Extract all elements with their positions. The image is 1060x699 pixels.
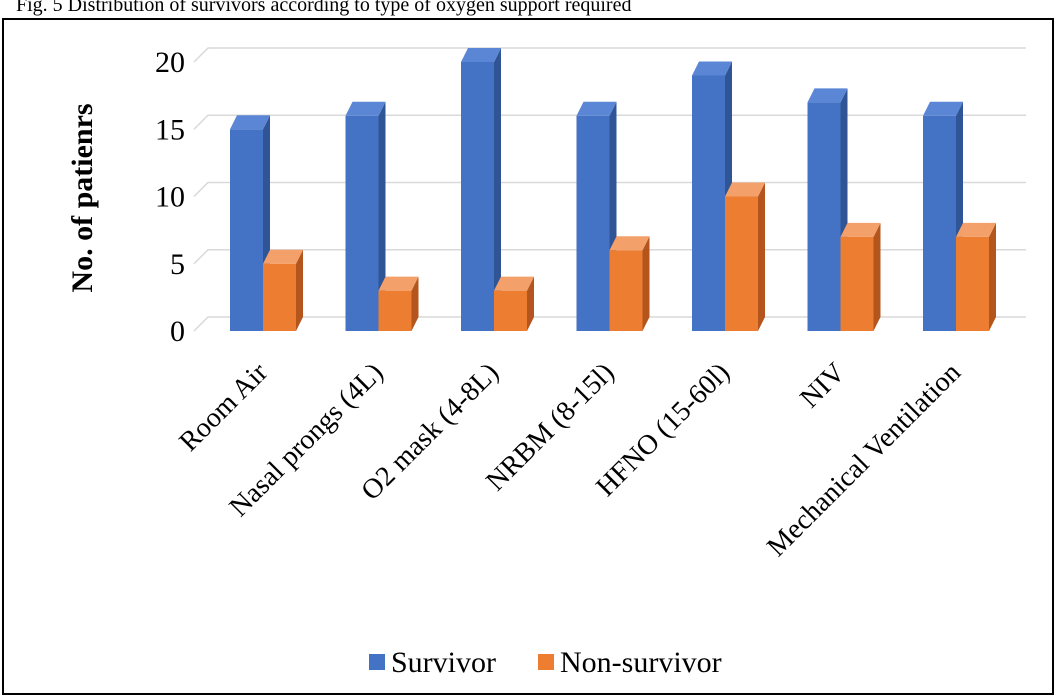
bar-non-survivor-nrbm-8-15l bbox=[609, 236, 650, 331]
bar-non-survivor-nasal-prongs-4l bbox=[378, 276, 419, 331]
y-tick-label: 0 bbox=[170, 315, 185, 348]
bar-front bbox=[461, 62, 494, 331]
y-tick-label: 10 bbox=[155, 181, 185, 214]
bar-non-survivor-mechanical-ventilation bbox=[956, 222, 996, 331]
bar-top bbox=[345, 101, 386, 116]
bar-side bbox=[411, 276, 419, 331]
x-tick-label: Room Air bbox=[173, 357, 274, 458]
y-tick-label: 20 bbox=[155, 46, 185, 79]
bar-side bbox=[758, 182, 765, 331]
bars bbox=[230, 48, 996, 331]
gridline bbox=[193, 114, 1026, 130]
bar-top bbox=[263, 249, 303, 264]
y-tick-label: 15 bbox=[155, 113, 185, 146]
bar-side bbox=[494, 48, 501, 331]
bar-non-survivor-o2-mask-4-8l bbox=[494, 276, 534, 331]
bar-survivor-o2-mask-4-8l bbox=[461, 48, 501, 331]
legend-swatch-non-survivor bbox=[538, 654, 554, 670]
bar-front bbox=[576, 115, 610, 331]
bar-top bbox=[692, 61, 732, 76]
bar-survivor-niv bbox=[807, 88, 848, 331]
y-axis-label: No. of patienrs bbox=[66, 103, 99, 292]
bar-top bbox=[230, 115, 270, 130]
bar-top bbox=[609, 236, 650, 251]
bar-top bbox=[807, 88, 848, 103]
bar-top bbox=[923, 101, 963, 116]
bar-survivor-nasal-prongs-4l bbox=[345, 101, 386, 331]
bar-front bbox=[345, 115, 379, 331]
bar-front bbox=[840, 236, 874, 331]
bar-front bbox=[230, 129, 263, 331]
bar-side bbox=[989, 222, 996, 331]
bar-front bbox=[956, 236, 989, 331]
y-tick-label: 5 bbox=[170, 248, 185, 281]
bar-front bbox=[725, 196, 758, 331]
chart-frame bbox=[2, 18, 1054, 695]
bar-side bbox=[296, 249, 303, 331]
legend-label-survivor: Survivor bbox=[391, 646, 496, 679]
bar-top bbox=[576, 101, 617, 116]
legend-swatch-survivor bbox=[369, 654, 385, 670]
bar-front bbox=[494, 290, 527, 331]
bar-non-survivor-room-air bbox=[263, 249, 303, 331]
x-tick-label: Mechanical Ventilation bbox=[761, 357, 967, 563]
bar-top bbox=[956, 222, 996, 237]
bar-front bbox=[263, 263, 296, 331]
bar-non-survivor-hfno-15-60l bbox=[725, 182, 765, 331]
bar-front bbox=[923, 115, 956, 331]
legend-label-non-survivor: Non-survivor bbox=[560, 646, 722, 679]
x-tick-label: NIV bbox=[794, 357, 851, 414]
bar-side bbox=[378, 101, 386, 331]
bar-front bbox=[692, 75, 725, 331]
bar-top bbox=[461, 48, 501, 62]
bar-non-survivor-niv bbox=[840, 222, 881, 331]
bar-front bbox=[378, 290, 412, 331]
bar-survivor-mechanical-ventilation bbox=[923, 101, 963, 331]
bar-top bbox=[378, 276, 419, 291]
bar-side bbox=[873, 222, 881, 331]
bar-front bbox=[609, 250, 643, 331]
bar-top bbox=[840, 222, 881, 237]
gridline bbox=[193, 47, 1026, 63]
bar-top bbox=[725, 182, 765, 197]
bar-side bbox=[642, 236, 650, 331]
y-axis-ticks: 0 5 10 15 20 bbox=[155, 46, 185, 348]
bar-top bbox=[494, 276, 534, 291]
legend: Survivor Non-survivor bbox=[369, 646, 722, 679]
figure-caption: Fig. 5 Distribution of survivors accordi… bbox=[16, 0, 632, 16]
bar-side bbox=[527, 276, 534, 331]
bar-front bbox=[807, 102, 841, 331]
